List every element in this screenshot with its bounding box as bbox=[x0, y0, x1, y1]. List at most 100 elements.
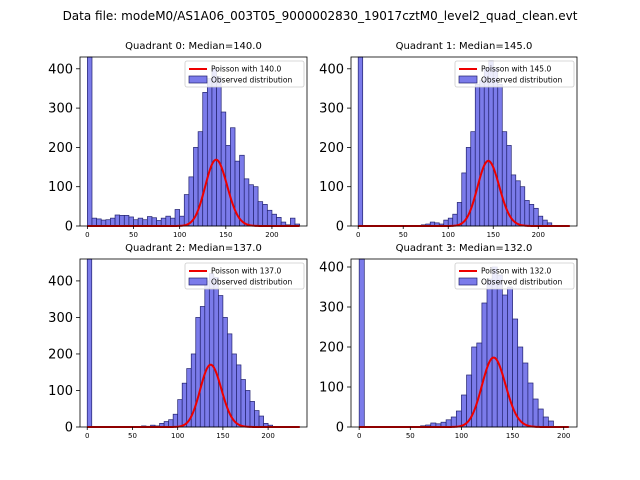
histogram-bar bbox=[216, 76, 222, 227]
legend-bar-label: Observed distribution bbox=[481, 76, 562, 85]
x-tick-label: 100 bbox=[442, 231, 455, 239]
histogram-bar bbox=[357, 56, 364, 227]
histogram-bar bbox=[230, 127, 236, 227]
legend-line-label: Poisson with 145.0 bbox=[481, 65, 551, 74]
histogram-bar bbox=[168, 419, 174, 428]
panel-quadrant-1: Quadrant 1: Median=145.0 0 100 200 300 400 0 50… bbox=[319, 41, 578, 239]
x-tick-label: 0 bbox=[356, 231, 360, 239]
histogram-bar bbox=[470, 131, 476, 227]
histogram-bar bbox=[501, 294, 508, 428]
histogram-bar bbox=[197, 131, 204, 227]
histogram-bar bbox=[245, 390, 251, 428]
histogram-bar bbox=[254, 410, 260, 428]
legend: Poisson with 132.0 Observed distribution bbox=[454, 262, 575, 290]
histogram-bar bbox=[527, 382, 534, 428]
histogram-bar bbox=[447, 217, 454, 227]
histogram-bar bbox=[528, 204, 535, 227]
histogram-bar bbox=[123, 215, 130, 227]
histogram-bar bbox=[532, 398, 539, 428]
x-tick-label: 100 bbox=[455, 432, 468, 440]
x-tick-label: 50 bbox=[129, 231, 138, 239]
histogram-bar bbox=[497, 84, 503, 227]
histogram-bar bbox=[486, 278, 493, 428]
histogram-bar bbox=[496, 274, 503, 428]
x-tick-label: 150 bbox=[506, 432, 519, 440]
histogram-bar bbox=[181, 382, 188, 428]
histogram-bar bbox=[481, 302, 488, 428]
histogram-bar bbox=[517, 346, 524, 428]
histogram-bar bbox=[231, 353, 237, 428]
histogram-bar bbox=[137, 217, 144, 227]
histogram-bar bbox=[174, 209, 181, 227]
x-tick-label: 0 bbox=[85, 432, 89, 440]
histogram-bar bbox=[177, 399, 183, 428]
histogram-bar bbox=[358, 258, 365, 428]
histogram-bar bbox=[253, 186, 259, 227]
histogram-bar bbox=[183, 194, 190, 227]
histogram-bar bbox=[239, 154, 245, 227]
histogram-bar bbox=[195, 317, 201, 428]
histogram-bar bbox=[160, 217, 167, 227]
y-tick-label: 100 bbox=[319, 180, 344, 195]
histogram-bar bbox=[271, 213, 277, 227]
panel-title: Quadrant 0: Median=140.0 bbox=[125, 41, 262, 52]
y-tick-label: 400 bbox=[48, 62, 73, 77]
histogram-bar bbox=[266, 209, 273, 227]
x-tick-label: 150 bbox=[216, 432, 229, 440]
histogram-bar bbox=[204, 280, 210, 428]
histogram-bar bbox=[151, 217, 157, 227]
x-tick-label: 50 bbox=[399, 231, 408, 239]
axes-frame bbox=[79, 258, 308, 428]
x-tick-label: 50 bbox=[406, 432, 415, 440]
histogram-bar bbox=[114, 214, 121, 227]
panel-quadrant-2: Quadrant 2: Median=137.0 0 100 200 300 400 0 50… bbox=[48, 243, 308, 440]
histogram-bar bbox=[455, 410, 462, 428]
x-tick-label: 200 bbox=[265, 231, 278, 239]
histogram-bar bbox=[519, 186, 526, 227]
x-tick-label: 100 bbox=[171, 432, 184, 440]
legend: Poisson with 137.0 Observed distribution bbox=[184, 262, 305, 290]
legend-bar-label: Observed distribution bbox=[211, 278, 292, 287]
histogram-bar bbox=[218, 295, 224, 428]
y-tick-label: 0 bbox=[336, 421, 344, 436]
histogram-bar bbox=[165, 215, 171, 227]
axes-frame bbox=[350, 258, 578, 428]
histogram-bar bbox=[537, 408, 544, 428]
histogram-bar bbox=[170, 217, 176, 227]
histogram-bar bbox=[248, 184, 254, 227]
y-tick-label: 300 bbox=[319, 102, 344, 117]
histogram-bar bbox=[276, 217, 282, 227]
histogram-bar bbox=[474, 84, 481, 227]
y-tick-label: 0 bbox=[336, 220, 344, 235]
histogram-bar bbox=[537, 215, 544, 227]
y-tick-label: 100 bbox=[319, 381, 344, 396]
histogram-bar bbox=[452, 213, 458, 227]
x-tick-label: 200 bbox=[557, 432, 570, 440]
histogram-bar bbox=[257, 201, 264, 227]
y-tick-label: 200 bbox=[48, 141, 73, 156]
x-tick-label: 150 bbox=[219, 231, 232, 239]
histogram-bar bbox=[110, 217, 116, 227]
x-tick-label: 150 bbox=[487, 231, 500, 239]
legend-line-label: Poisson with 137.0 bbox=[211, 267, 281, 276]
histogram-bar bbox=[119, 215, 125, 227]
histogram-bar bbox=[249, 401, 255, 428]
x-tick-label: 0 bbox=[85, 231, 89, 239]
histogram-bar bbox=[542, 416, 549, 428]
y-tick-label: 200 bbox=[319, 141, 344, 156]
y-tick-label: 100 bbox=[48, 384, 73, 399]
legend-box bbox=[184, 60, 305, 88]
y-tick-label: 100 bbox=[48, 180, 73, 195]
histogram-bar bbox=[522, 362, 529, 428]
histogram-bar bbox=[461, 394, 467, 428]
legend-bar-label: Observed distribution bbox=[481, 278, 562, 287]
histogram-bar bbox=[128, 216, 134, 227]
figure-suptitle: Data file: modeM0/AS1A06_003T05_90000028… bbox=[63, 9, 578, 23]
histogram-bar bbox=[533, 207, 539, 227]
y-tick-label: 400 bbox=[319, 261, 344, 276]
x-tick-label: 100 bbox=[173, 231, 186, 239]
histogram-bar bbox=[236, 364, 242, 428]
y-tick-label: 300 bbox=[48, 311, 73, 326]
histogram-bar bbox=[240, 379, 246, 428]
histogram-bar bbox=[290, 217, 296, 227]
